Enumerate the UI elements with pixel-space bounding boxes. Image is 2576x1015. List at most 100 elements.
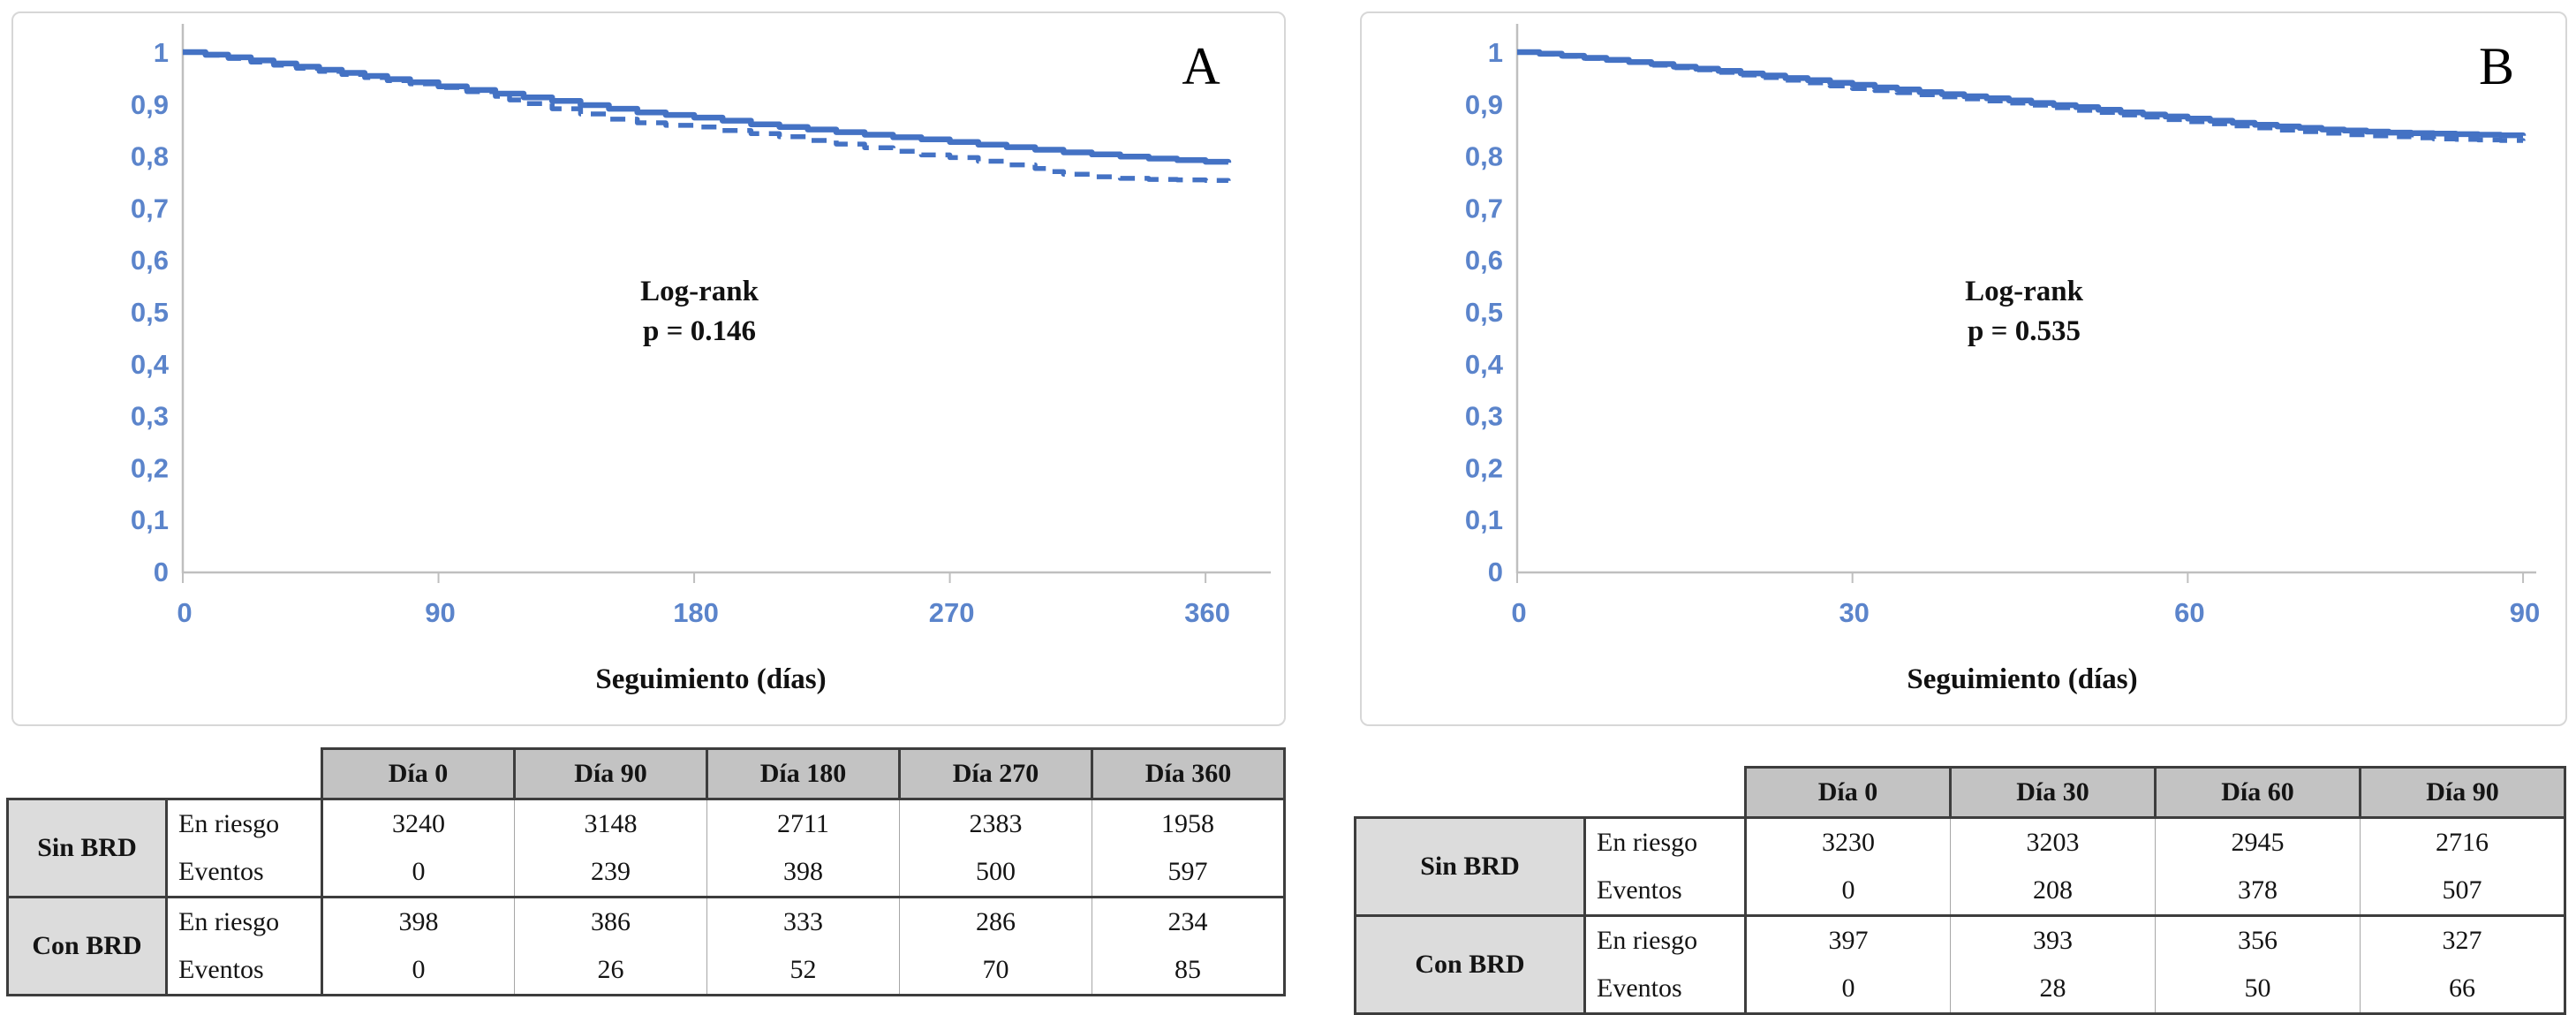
- risk-value-cell: 597: [1092, 848, 1286, 898]
- x-tick-label: 270: [929, 597, 975, 628]
- row-label: En riesgo: [1583, 914, 1747, 965]
- x-axis-title-b: Seguimiento (días): [1907, 663, 2138, 695]
- risk-value-cell: 2383: [899, 798, 1092, 848]
- day-column-header: Día 90: [513, 747, 708, 800]
- risk-value-cell: 286: [899, 896, 1092, 946]
- risk-value-cell: 356: [2155, 914, 2361, 965]
- day-column-header: Día 30: [1949, 766, 2157, 819]
- logrank-pvalue: p = 0.535: [1968, 315, 2081, 347]
- risk-value-cell: 66: [2360, 965, 2566, 1015]
- x-axis-title-a: Seguimiento (días): [595, 663, 827, 695]
- risk-table-b: Día 0 Día 30 Día 60 Día 90 Sin BRD En riesgo 3…: [1354, 766, 2566, 1015]
- y-tick-label: 1: [1488, 37, 1503, 68]
- logrank-annotation-a: Log-rank p = 0.146: [640, 272, 759, 352]
- chart-panel-b: 1 0,9 0,8 0,7 0,6 0,5 0,4 0,3 0,2 0,1 0 0 30 60 90 Log…: [1360, 11, 2567, 726]
- y-tick-label: 1: [154, 37, 169, 68]
- x-tick-label: 0: [177, 597, 192, 628]
- table-corner-blank: [8, 749, 322, 799]
- x-tick-label: 60: [2174, 597, 2204, 628]
- day-column-header: Día 270: [898, 747, 1093, 800]
- risk-value-cell: 398: [706, 848, 900, 898]
- y-tick-label: 0,9: [131, 89, 169, 120]
- y-tick-label: 0,6: [1465, 245, 1503, 276]
- table-corner-blank: [1356, 768, 1746, 818]
- panel-b-section: 1 0,9 0,8 0,7 0,6 0,5 0,4 0,3 0,2 0,1 0 0 30 60 90 Log…: [1288, 0, 2576, 1015]
- day-column-header: Día 180: [706, 747, 901, 800]
- y-tick-label: 0,3: [131, 401, 169, 432]
- risk-value-cell: 239: [514, 848, 707, 898]
- day-column-header: Día 360: [1091, 747, 1286, 800]
- panel-letter-b: B: [2478, 37, 2515, 95]
- risk-value-cell: 2945: [2155, 816, 2361, 867]
- row-label: Eventos: [165, 946, 323, 996]
- risk-value-cell: 0: [412, 857, 426, 886]
- x-tick-label: 0: [1511, 597, 1526, 628]
- risk-value-cell: 3230: [1745, 816, 1951, 867]
- risk-value-cell: 378: [2155, 867, 2361, 916]
- y-tick-label: 0,3: [1465, 401, 1503, 432]
- y-tick-label: 0,6: [131, 245, 169, 276]
- risk-value-cell: 393: [1950, 914, 2156, 965]
- y-tick-label: 0: [1488, 557, 1503, 587]
- y-tick-label: 0,8: [131, 141, 169, 172]
- risk-value-cell: 3148: [514, 798, 707, 848]
- risk-value-cell: 327: [2360, 914, 2566, 965]
- day-column-header: Día 60: [2154, 766, 2361, 819]
- risk-value-cell: 234: [1092, 896, 1286, 946]
- risk-value-cell: 1958: [1092, 798, 1286, 848]
- risk-value-cell: 507: [2360, 867, 2566, 916]
- series-line-sin-brd: [183, 49, 1232, 165]
- risk-value-cell: 0: [321, 946, 515, 996]
- risk-value-cell: 2711: [706, 798, 900, 848]
- day-column-header: Día 0: [1744, 766, 1952, 819]
- panel-letter-a: A: [1182, 37, 1220, 95]
- risk-value-cell: 397: [1745, 914, 1951, 965]
- x-tick-label: 90: [425, 597, 455, 628]
- y-tick-label: 0,4: [1465, 349, 1504, 380]
- y-tick-label: 0,8: [1465, 141, 1503, 172]
- risk-value-cell: 3240: [321, 798, 515, 848]
- risk-value-cell: 3203: [1950, 816, 2156, 867]
- series-line-sin-brd: [1517, 49, 2527, 139]
- risk-value-cell: 0: [1841, 875, 1855, 905]
- y-tick-label: 0,2: [1465, 452, 1503, 483]
- row-label: En riesgo: [165, 896, 323, 946]
- x-tick-label: 90: [2510, 597, 2540, 628]
- risk-value-cell: 0: [1745, 965, 1951, 1015]
- risk-value-cell: 2716: [2360, 816, 2566, 867]
- y-tick-label: 0,2: [131, 452, 169, 483]
- risk-value-cell: 500: [899, 848, 1092, 898]
- row-label: En riesgo: [165, 798, 323, 848]
- group-label-sin-brd: Sin BRD: [6, 798, 168, 898]
- row-label: En riesgo: [1583, 816, 1747, 867]
- panel-a-section: 1 0,9 0,8 0,7 0,6 0,5 0,4 0,3 0,2 0,1 0 0 90 180 270 36…: [0, 0, 1288, 1011]
- x-tick-label: 360: [1184, 597, 1230, 628]
- risk-table: Día 0 Día 90 Día 180 Día 270 Día 360 Sin BRD E…: [6, 747, 1286, 996]
- logrank-label: Log-rank: [1965, 276, 2083, 307]
- chart-panel-a: 1 0,9 0,8 0,7 0,6 0,5 0,4 0,3 0,2 0,1 0 0 90 180 270 36…: [11, 11, 1286, 726]
- day-column-header: Día 0: [321, 747, 516, 800]
- series-line-con-brd: [183, 49, 1231, 183]
- group-label-con-brd: Con BRD: [6, 896, 168, 996]
- y-tick-label: 0,1: [1465, 504, 1503, 535]
- risk-table-a: Día 0 Día 90 Día 180 Día 270 Día 360 Sin BRD E…: [6, 747, 1286, 996]
- risk-value-cell: 398: [321, 896, 515, 946]
- x-tick-label: 180: [673, 597, 719, 628]
- risk-value-cell: 333: [706, 896, 900, 946]
- y-tick-label: 0: [154, 557, 169, 587]
- logrank-annotation-b: Log-rank p = 0.535: [1965, 272, 2083, 352]
- row-label: Eventos: [1583, 965, 1747, 1015]
- x-tick-label: 30: [1839, 597, 1869, 628]
- risk-value-cell: 52: [706, 946, 900, 996]
- risk-value-cell: 26: [514, 946, 707, 996]
- risk-value-cell: 28: [1950, 965, 2156, 1015]
- risk-value-cell: 208: [1950, 867, 2156, 916]
- risk-value-cell: 386: [514, 896, 707, 946]
- group-label-sin-brd: Sin BRD: [1354, 816, 1586, 917]
- logrank-label: Log-rank: [640, 276, 759, 307]
- km-chart-a: 1 0,9 0,8 0,7 0,6 0,5 0,4 0,3 0,2 0,1 00 90 180 270 36…: [131, 24, 1271, 628]
- y-tick-label: 0,9: [1465, 89, 1503, 120]
- risk-value-cell: 85: [1092, 946, 1286, 996]
- y-tick-label: 0,5: [131, 297, 169, 328]
- y-tick-label: 0,7: [131, 193, 169, 223]
